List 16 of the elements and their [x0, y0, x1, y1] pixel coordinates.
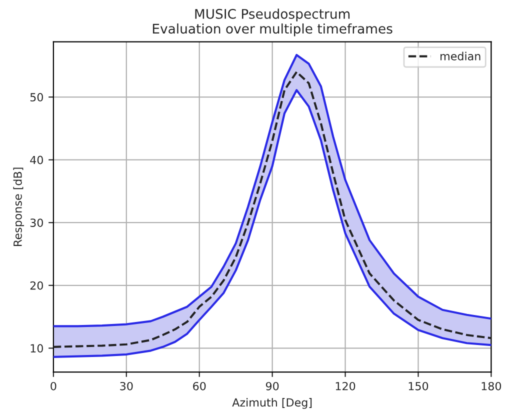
x-tick-label: 90: [266, 382, 279, 390]
chart-title: MUSIC Pseudospectrum Evaluation over multiple timeframes: [152, 8, 392, 36]
x-tick-label: 180: [482, 382, 502, 390]
x-tick-label: 30: [120, 382, 133, 390]
x-tick-label: 120: [336, 382, 356, 390]
y-tick-label: 20: [30, 281, 43, 290]
y-axis-title: Response [dB]: [13, 168, 24, 246]
x-axis-title: Azimuth [Deg]: [232, 398, 312, 409]
x-tick-label: 0: [50, 382, 56, 390]
legend-label: median: [440, 52, 480, 60]
y-tick-label: 30: [30, 218, 43, 227]
y-tick-label: 40: [30, 156, 43, 164]
y-tick-label: 50: [30, 93, 43, 102]
x-tick-label: 60: [193, 382, 206, 390]
y-tick-label: 10: [30, 344, 43, 353]
x-tick-label: 150: [408, 382, 428, 390]
